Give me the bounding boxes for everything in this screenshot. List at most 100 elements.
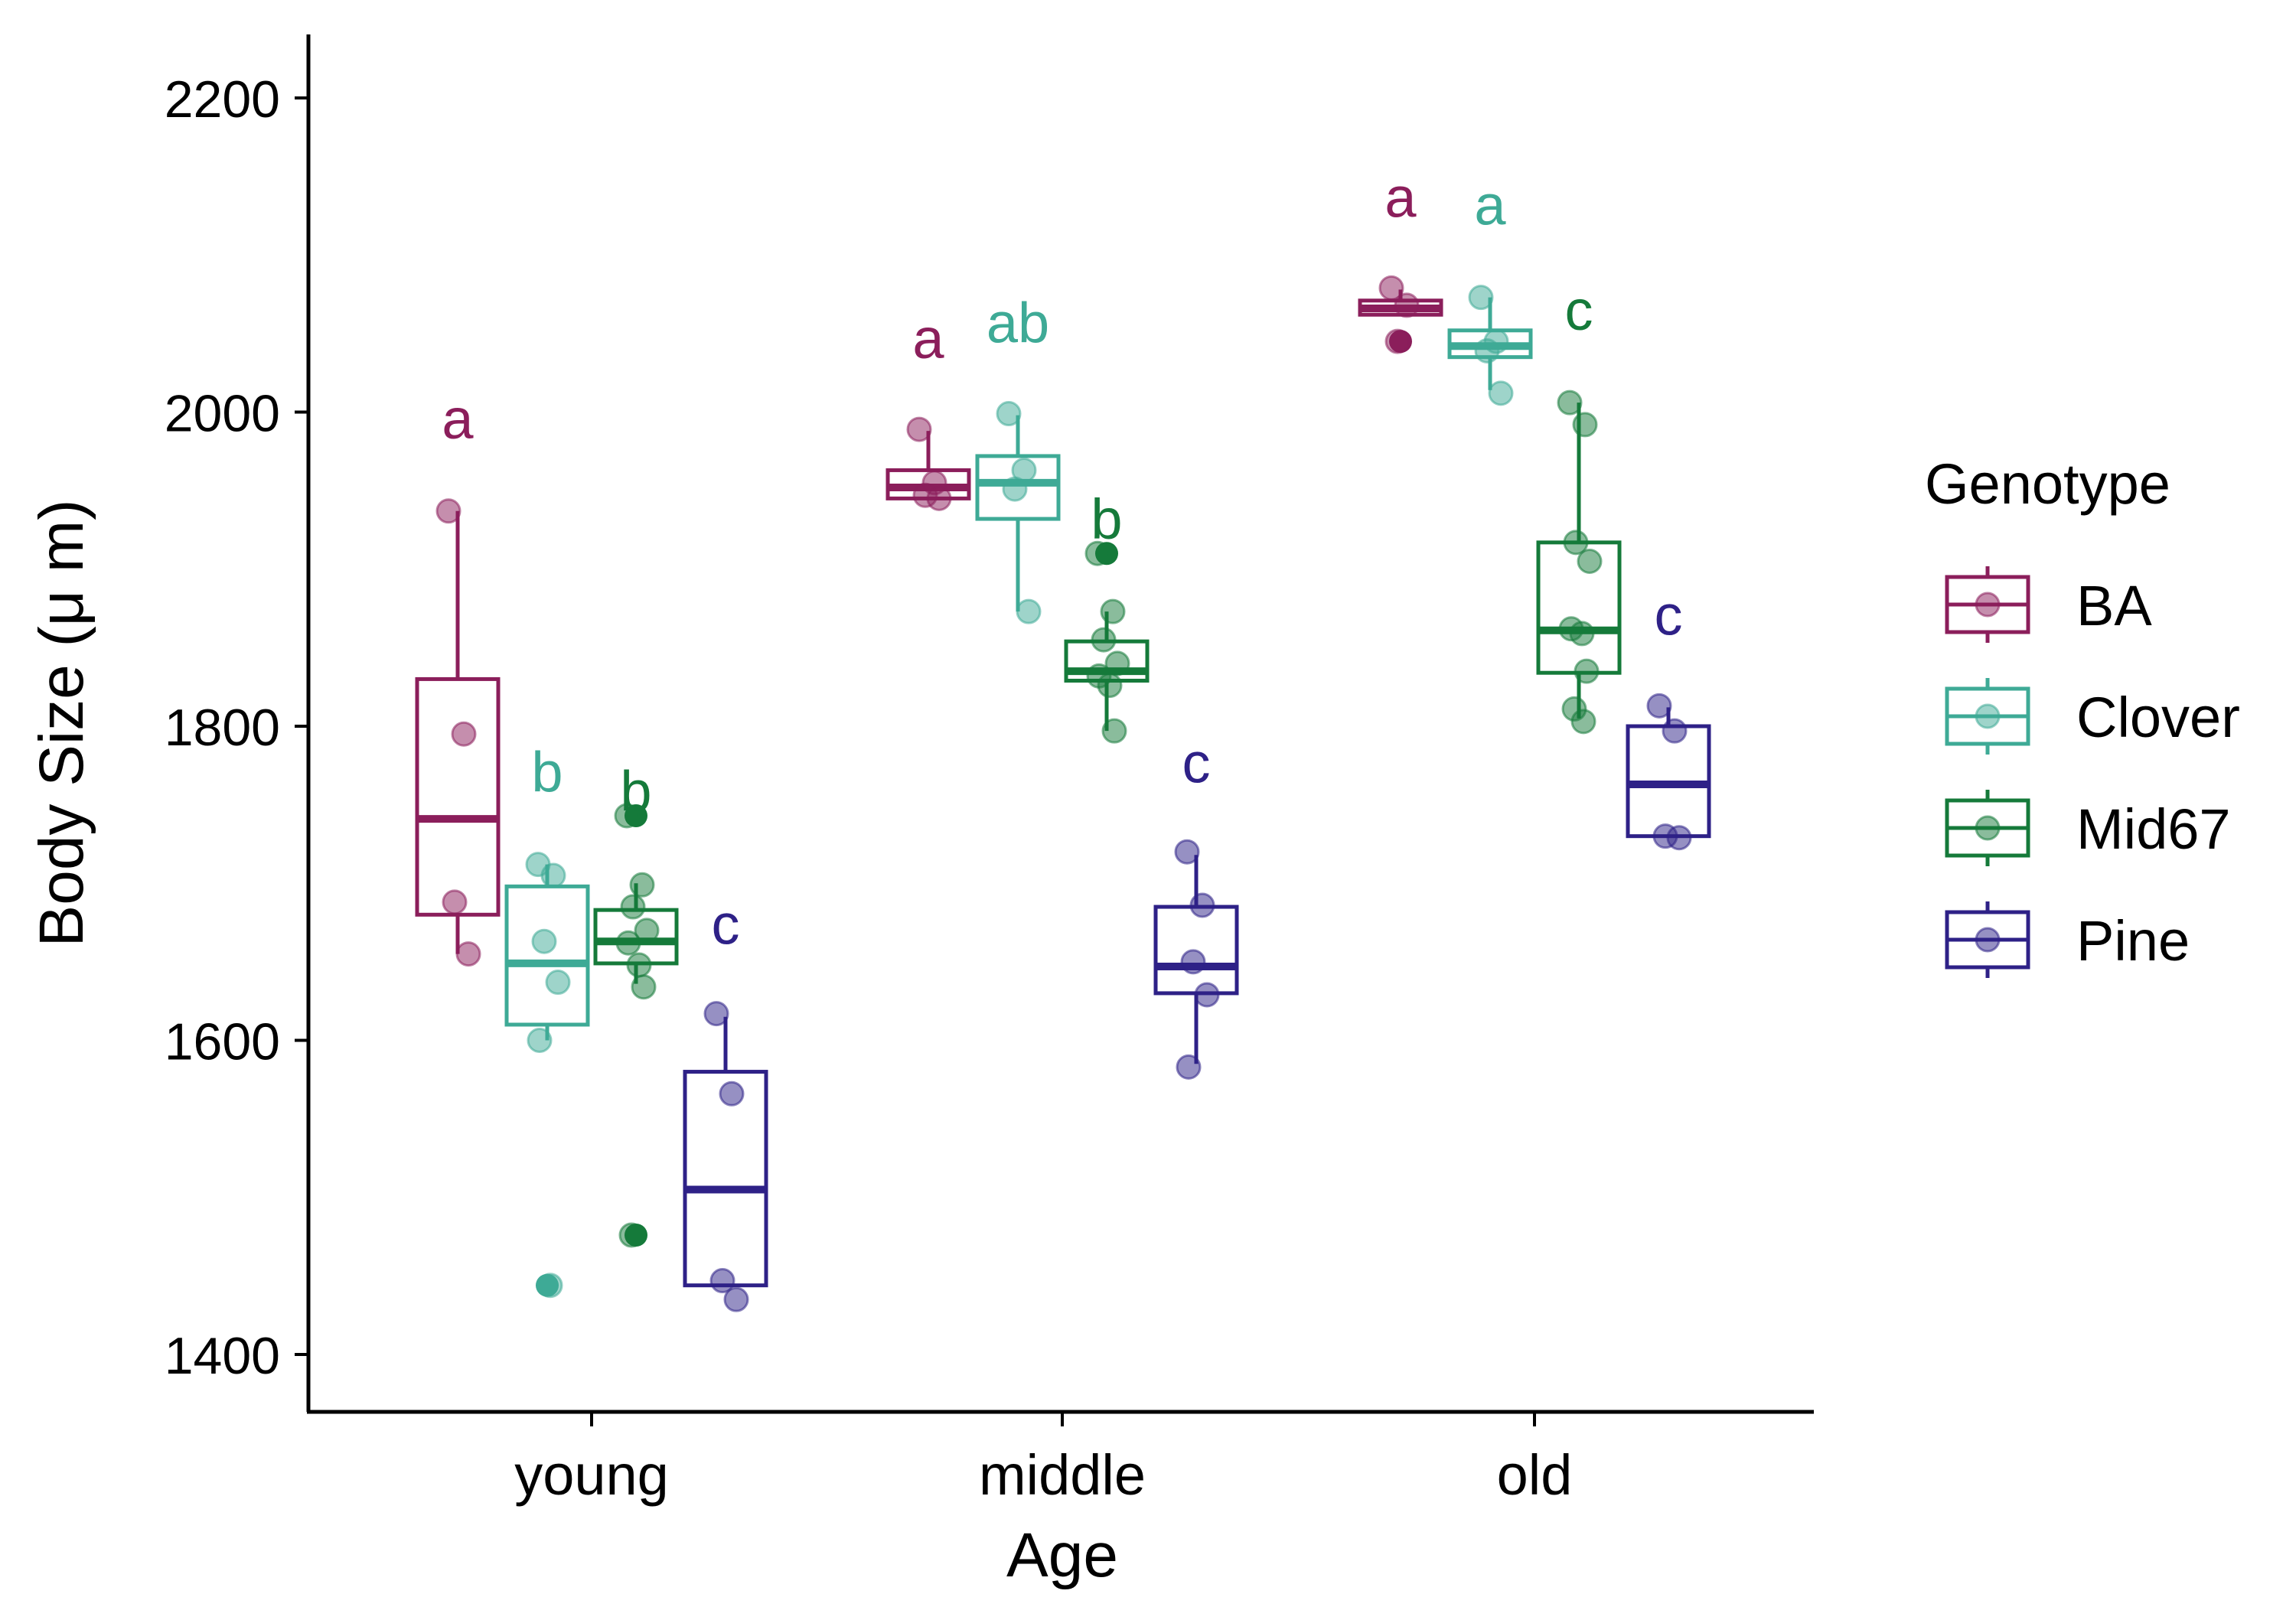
data-point (1569, 621, 1595, 647)
data-point (1174, 839, 1200, 865)
legend-label: BA (2076, 574, 2152, 637)
data-point (1378, 275, 1404, 301)
data-point (926, 485, 952, 511)
data-point (709, 1268, 735, 1294)
data-point (1662, 718, 1688, 744)
y-axis-title: Body Size (μ m) (27, 500, 96, 947)
data-point (620, 894, 646, 920)
legend-item-ba: BA (1945, 566, 2152, 643)
data-point (703, 1001, 729, 1027)
box-BA-old: a (1358, 165, 1443, 354)
data-point (1563, 530, 1589, 556)
legend-key-point (1975, 815, 2001, 841)
x-tick-label: middle (979, 1443, 1146, 1507)
legend-key-point (1975, 592, 2001, 618)
box-Pine-old: c (1626, 583, 1711, 851)
data-point (545, 970, 571, 996)
data-point (1016, 598, 1042, 624)
data-point (631, 974, 657, 1000)
data-point (1097, 673, 1123, 699)
data-point (626, 952, 652, 978)
data-point (1104, 650, 1130, 676)
data-point (634, 918, 660, 944)
data-point (906, 416, 932, 442)
significance-letter: a (1384, 165, 1417, 229)
box-Clover-old: a (1447, 174, 1533, 406)
legend-label: Pine (2076, 909, 2190, 973)
axes-layer (306, 34, 1814, 1414)
data-point (1574, 658, 1600, 684)
significance-letter: c (1655, 583, 1683, 647)
data-point (719, 1081, 745, 1107)
box-Pine-middle: c (1153, 731, 1239, 1080)
y-tick-label: 1600 (165, 1013, 280, 1071)
data-point (1474, 337, 1500, 363)
y-tick-label: 1800 (165, 699, 280, 757)
data-point (537, 1273, 563, 1299)
data-point (615, 930, 641, 956)
legend-item-pine: Pine (1945, 901, 2190, 978)
significance-letter: b (1091, 487, 1122, 551)
data-point (1176, 1054, 1202, 1080)
box-Mid67-old: c (1536, 279, 1622, 735)
data-point (1394, 292, 1420, 318)
data-point (618, 1222, 644, 1248)
x-axis-title: Age (1006, 1521, 1118, 1590)
x-ticks: young middle old (514, 1412, 1572, 1507)
data-point (1666, 825, 1692, 851)
data-point (531, 928, 557, 954)
data-point (1091, 627, 1117, 653)
y-axis-title-mu: μ (27, 590, 96, 626)
data-point (1100, 598, 1126, 624)
box-BA-young: a (415, 387, 501, 967)
box-Clover-middle: ab (975, 292, 1061, 624)
significance-letter: c (712, 893, 740, 957)
box-Clover-young: b (504, 741, 590, 1299)
data-point (1577, 548, 1603, 574)
data-point (1189, 892, 1215, 918)
box-Mid67-middle: b (1064, 487, 1150, 744)
data-point (1572, 412, 1598, 438)
data-point (442, 889, 468, 915)
data-point (1084, 540, 1110, 566)
data-point (540, 862, 566, 888)
significance-letter: c (1565, 279, 1593, 342)
data-point (1646, 693, 1672, 719)
data-point (629, 872, 655, 898)
significance-letter: b (531, 741, 563, 804)
legend-label: Mid67 (2076, 797, 2231, 861)
x-tick-label: young (514, 1443, 669, 1507)
data-point (527, 1028, 553, 1053)
data-point (1180, 949, 1206, 975)
data-point (1101, 718, 1127, 744)
box-Mid67-young: b (593, 759, 679, 1248)
data-point (996, 401, 1022, 427)
data-point (1468, 285, 1494, 311)
legend-key-point (1975, 927, 2001, 953)
x-tick-label: old (1497, 1443, 1573, 1507)
y-axis-title-suffix: m) (27, 500, 96, 590)
box-Pine-young: c (683, 893, 768, 1312)
data-point (614, 803, 640, 829)
box-iqr (415, 676, 501, 917)
data-point (1488, 380, 1514, 406)
legend: Genotype BA Clover Mid67 Pine (1925, 452, 2240, 978)
significance-letter: ab (987, 292, 1049, 355)
significance-letter: c (1182, 731, 1211, 794)
y-tick-label: 1400 (165, 1327, 280, 1385)
legend-key-point (1975, 703, 2001, 729)
data-point (1194, 982, 1220, 1008)
y-axis-title-prefix: Body Size ( (27, 626, 96, 947)
significance-letter: a (1474, 174, 1506, 237)
data-point (723, 1286, 749, 1312)
box-iqr (504, 884, 590, 1027)
y-ticks: 1400 1600 1800 2000 2200 (165, 70, 308, 1385)
data-point (1570, 709, 1596, 735)
legend-item-clover: Clover (1945, 678, 2240, 755)
significance-letter: b (620, 759, 651, 823)
data-point (455, 941, 481, 967)
significance-letter: a (442, 387, 474, 451)
data-point (1002, 476, 1028, 502)
data-point (1384, 328, 1411, 354)
